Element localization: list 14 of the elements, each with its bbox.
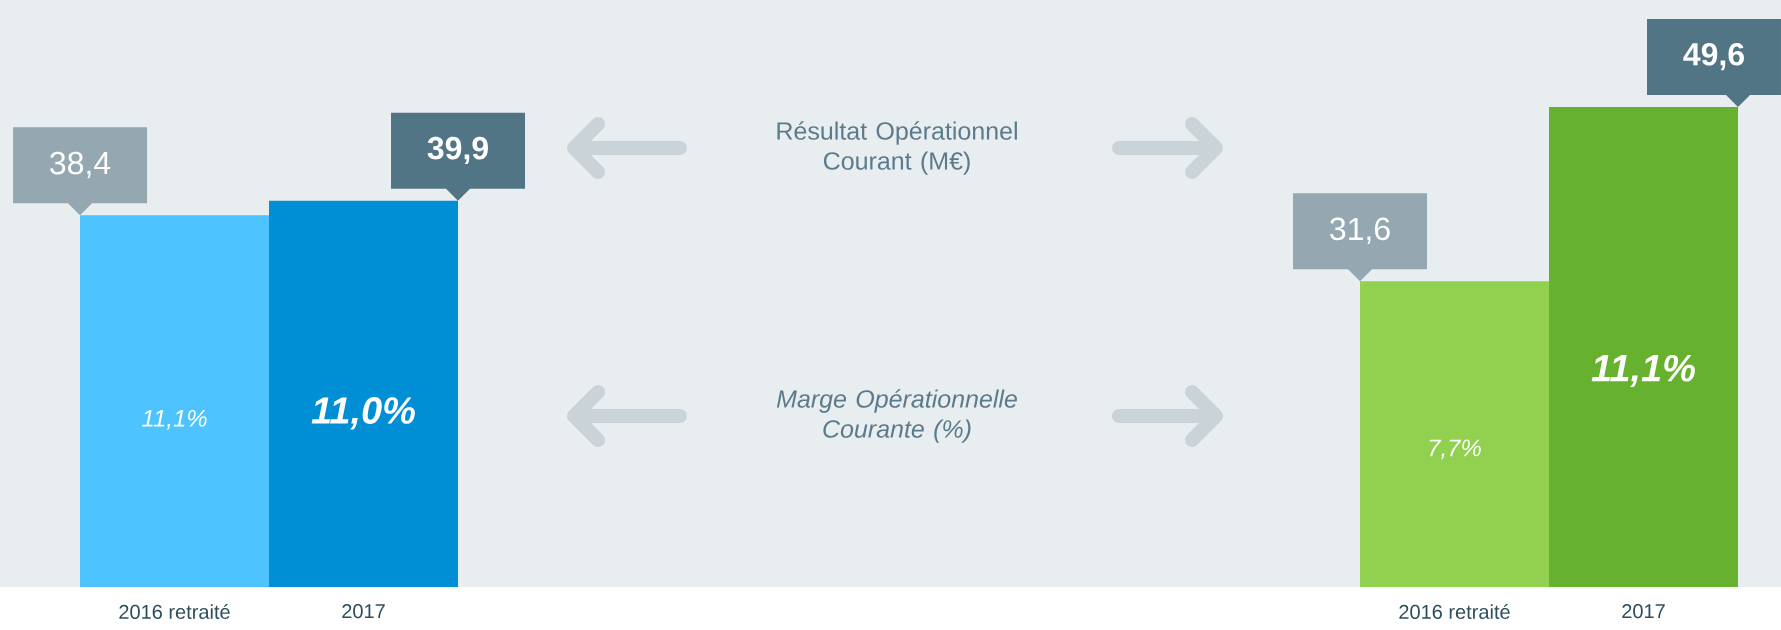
data-label: 38,4 — [50, 151, 111, 179]
annotation: 11,1% — [142, 409, 207, 430]
data-label: 49,6 — [1683, 42, 1744, 71]
text: Résultat Opérationnel Courant (M€) — [777, 121, 1017, 175]
x-tick-label: 2016 retraité — [1399, 604, 1510, 619]
data-label: 31,6 — [1330, 217, 1390, 244]
text: Marge Opérationnelle Courante (%) — [776, 389, 1017, 443]
x-tick-label: 2017 — [1622, 604, 1665, 619]
data-label: 39,9 — [427, 136, 488, 165]
annotation: 7,7% — [1429, 439, 1481, 460]
x-tick-label: 2016 retraité — [119, 604, 230, 619]
annotation: 11,0% — [311, 397, 415, 430]
annotation: 11,1% — [1591, 354, 1695, 388]
x-tick-label: 2017 — [342, 604, 385, 619]
